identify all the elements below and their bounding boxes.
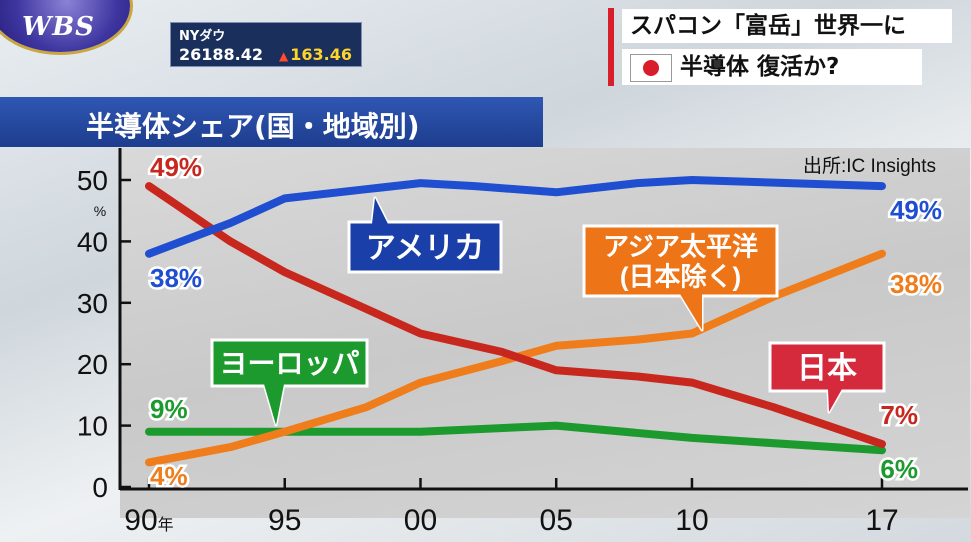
y-tick-label: 20 (77, 349, 108, 380)
series-end-label: 6% (880, 454, 918, 484)
up-arrow-icon: ▲ (279, 49, 289, 63)
series-line (145, 421, 886, 455)
callout-asia-label: (日本除く) (620, 261, 741, 291)
y-tick-label: 40 (77, 226, 108, 257)
series-line (145, 249, 886, 467)
series-line (145, 182, 886, 448)
callout-asia-pointer-fill (680, 294, 702, 330)
callout-japan-box (768, 341, 886, 393)
logo-text: WBS (22, 12, 95, 42)
series-start-label: 38% (150, 263, 202, 293)
ticker-change-value: 163.46 (290, 45, 352, 64)
source-label: 出所:IC Insights (803, 155, 936, 177)
headline-line-2: 半導体 復活か? (622, 49, 922, 85)
y-tick-label: 0 (92, 472, 108, 503)
series-line (145, 176, 886, 258)
series-end-label: 38% (890, 269, 942, 299)
x-tick-label: 95 (268, 504, 301, 537)
chart-title-bar: 半導体シェア(国・地域別) (0, 97, 543, 147)
y-tick-label: 50 (77, 165, 108, 196)
x-tick-label: 05 (540, 504, 573, 537)
callout-japan-label: 日本 (797, 352, 857, 385)
y-unit-label: % (94, 203, 106, 219)
series-start-label: 49% (150, 152, 202, 182)
callout-europe-label: ヨーロッパ (219, 348, 359, 379)
japan-flag-icon (630, 53, 672, 82)
chart-title: 半導体シェア(国・地域別) (86, 110, 420, 143)
headline-accent-bar (608, 8, 614, 86)
callout-america-pointer-fill (372, 198, 388, 224)
stock-ticker: NYダウ 26188.42 ▲ 163.46 (170, 22, 362, 67)
wbs-logo: WBS (0, 0, 135, 58)
headline-line-1: スパコン「富岳」世界一に (622, 9, 952, 43)
headline: スパコン「富岳」世界一に 半導体 復活か? (608, 5, 953, 87)
callout-europe-box (210, 338, 369, 388)
callout-america-label: アメリカ (366, 232, 485, 265)
callout-asia-box (582, 224, 779, 298)
headline-line-2-text: 半導体 復活か? (680, 54, 840, 80)
y-tick-label: 10 (77, 411, 108, 442)
y-tick-label: 30 (77, 288, 108, 319)
callout-japan-pointer-fill (828, 389, 842, 412)
x-tick-label: 10 (675, 504, 708, 537)
series-start-label: 9% (150, 394, 188, 424)
ticker-label: NYダウ (179, 29, 226, 44)
callout-europe-pointer-fill (264, 384, 284, 425)
callout-america-box (347, 220, 503, 274)
series-end-label: 7% (880, 400, 918, 430)
x-tick-label: 90年 (124, 504, 173, 537)
x-tick-suffix: 年 (158, 516, 174, 534)
ticker-value: 26188.42 (179, 45, 264, 64)
x-tick-label: 17 (865, 504, 898, 537)
ticker-change: ▲ 163.46 (279, 45, 352, 64)
callout-asia-label: アジア太平洋 (603, 231, 758, 261)
series-end-label: 49% (890, 195, 942, 225)
x-tick-label: 00 (404, 504, 437, 537)
series-start-label: 4% (150, 461, 188, 491)
